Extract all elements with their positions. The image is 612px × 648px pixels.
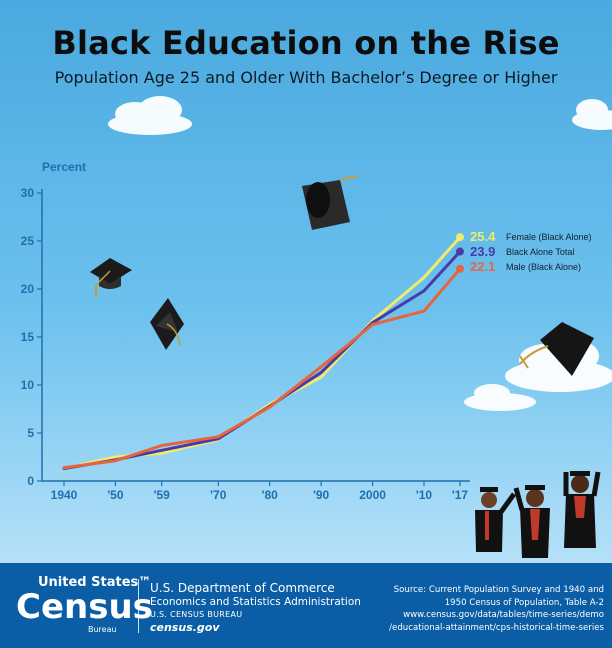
footer: United States™ Census Bureau U.S. Depart… bbox=[0, 563, 612, 648]
source-line: 1950 Census of Population, Table A-2 bbox=[444, 597, 604, 608]
logo-line-3: Bureau bbox=[88, 625, 117, 634]
graduation-cap-icon bbox=[150, 298, 184, 350]
series-end-value: 23.9 bbox=[470, 244, 495, 259]
series-name: Male (Black Alone) bbox=[506, 262, 581, 272]
series-name: Female (Black Alone) bbox=[506, 232, 592, 242]
y-tick-label: 10 bbox=[21, 378, 35, 392]
x-tick-label: '10 bbox=[416, 488, 433, 502]
x-tick-label: '70 bbox=[210, 488, 227, 502]
y-axis-label: Percent bbox=[42, 160, 86, 174]
series-line bbox=[62, 267, 462, 470]
department-info: U.S. Department of Commerce Economics an… bbox=[150, 581, 361, 635]
x-tick-label: '90 bbox=[313, 488, 330, 502]
dept-line-2: Economics and Statistics Administration bbox=[150, 596, 361, 608]
source-line[interactable]: www.census.gov/data/tables/time-series/d… bbox=[403, 610, 604, 620]
series-end-point bbox=[456, 247, 464, 256]
y-tick-label: 5 bbox=[27, 426, 34, 440]
line-chart: Percent 0 5 10 15 20 25 30 1940 '50 '59 '70 '80 '90 2… bbox=[20, 96, 612, 558]
dept-line-3: U.S. CENSUS BUREAU bbox=[150, 610, 243, 619]
logo-line-1: United States™ bbox=[38, 575, 152, 590]
chart-subtitle: Population Age 25 and Older With Bachelo… bbox=[54, 68, 558, 87]
series-end-point bbox=[456, 233, 464, 242]
graduation-cap-icon bbox=[90, 258, 132, 297]
series-name: Black Alone Total bbox=[506, 247, 574, 257]
series-line bbox=[62, 250, 462, 470]
graduation-cap-icon bbox=[519, 322, 594, 376]
source-note: Source: Current Population Survey and 19… bbox=[364, 584, 604, 634]
y-tick-label: 0 bbox=[27, 474, 34, 488]
series-end-labels: 25.4 Female (Black Alone) 23.9 Black Alone … bbox=[470, 229, 592, 274]
y-tick-label: 15 bbox=[21, 330, 35, 344]
chart-title: Black Education on the Rise bbox=[52, 24, 560, 62]
x-tick-label: 1940 bbox=[51, 488, 78, 502]
source-line[interactable]: /educational-attainment/cps-historical-t… bbox=[389, 622, 604, 633]
x-tick-label: '59 bbox=[154, 488, 171, 502]
cloud-icon bbox=[572, 99, 612, 130]
y-tick-label: 20 bbox=[21, 282, 35, 296]
logo-line-2: Census bbox=[16, 587, 153, 627]
chart-axes: 0 5 10 15 20 25 30 1940 '50 '59 '70 '80 '90 2000 '10 '1… bbox=[21, 186, 470, 502]
y-tick-label: 25 bbox=[21, 234, 35, 248]
source-line: Source: Current Population Survey and 19… bbox=[393, 585, 604, 595]
chart-series bbox=[62, 233, 464, 470]
graduation-cap-icon bbox=[302, 175, 359, 230]
dept-line-1: U.S. Department of Commerce bbox=[150, 581, 335, 595]
series-end-value: 25.4 bbox=[470, 229, 496, 244]
series-end-value: 22.1 bbox=[470, 259, 495, 274]
cloud-icon bbox=[108, 96, 192, 135]
x-tick-label: '80 bbox=[262, 488, 279, 502]
x-tick-label: '50 bbox=[107, 488, 124, 502]
x-tick-label: '17 bbox=[452, 488, 469, 502]
graduate-figure-icon bbox=[513, 485, 550, 558]
y-tick-label: 30 bbox=[21, 186, 35, 200]
census-link[interactable]: census.gov bbox=[150, 621, 220, 634]
footer-divider bbox=[138, 579, 139, 633]
graduate-figure-icon bbox=[475, 487, 517, 552]
graduate-figure-icon bbox=[563, 471, 601, 548]
census-logo[interactable]: United States™ Census Bureau bbox=[16, 575, 153, 637]
series-end-point bbox=[456, 264, 464, 273]
x-tick-label: 2000 bbox=[359, 488, 386, 502]
